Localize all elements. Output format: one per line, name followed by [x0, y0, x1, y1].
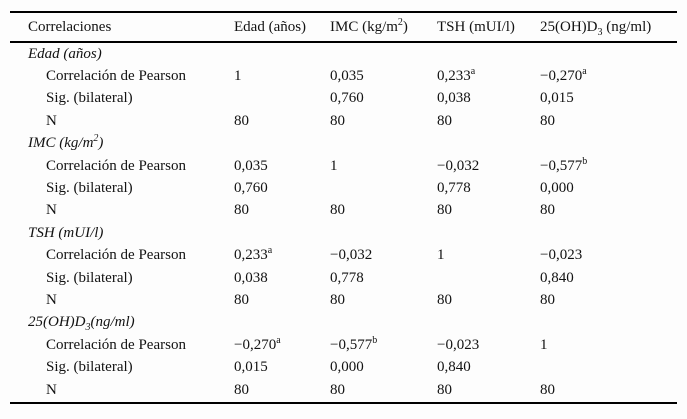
column-header-tsh: TSH (mUI/l) [437, 18, 515, 35]
cell-imc-edad: 0,760 [234, 180, 268, 197]
column-header-imc: IMC (kg/m2) [330, 16, 408, 35]
superscript-marker: a [470, 66, 476, 78]
superscript-marker: b [372, 334, 378, 346]
cell-25ohd3-imc: −0,577b [330, 334, 378, 353]
cell-25ohd3-edad: −0,270a [234, 334, 281, 353]
table-row: Correlación de Pearson 1 0,035 0,233a −0,270… [10, 65, 677, 87]
subscript-marker: 3 [597, 26, 603, 38]
superscript-marker: a [582, 66, 587, 78]
cell-25ohd3-imc: 0,000 [330, 359, 364, 376]
cell-tsh-25ohd3: 80 [540, 291, 555, 308]
cell-tsh-25ohd3: 0,840 [540, 269, 574, 286]
cell-edad-edad: 1 [234, 68, 242, 85]
cell-edad-25ohd3: −0,270a [540, 66, 587, 85]
cell-edad-tsh: 80 [437, 112, 452, 129]
column-header-edad: Edad (años) [234, 18, 307, 35]
cell-tsh-25ohd3: −0,023 [540, 247, 583, 264]
cell-edad-imc: 80 [330, 112, 345, 129]
row-label: Sig. (bilateral) [46, 90, 133, 107]
row-label: Sig. (bilateral) [46, 269, 133, 286]
row-label: N [46, 112, 57, 129]
cell-edad-imc: 0,035 [330, 68, 364, 85]
table-row: Sig. (bilateral) 0,038 0,778 0,840 [10, 267, 677, 289]
cell-tsh-imc: 80 [330, 291, 345, 308]
row-label: Correlación de Pearson [46, 247, 186, 264]
cell-tsh-edad: 0,233a [234, 245, 273, 264]
table-row: Sig. (bilateral) 0,760 0,778 0,000 [10, 177, 677, 199]
table-row: Correlación de Pearson −0,270a −0,577b −0,0… [10, 334, 677, 356]
cell-edad-imc: 0,760 [330, 90, 364, 107]
section-title-imc: IMC (kg/m2) [28, 133, 104, 152]
cell-tsh-tsh: 80 [437, 291, 452, 308]
row-label: Correlación de Pearson [46, 68, 186, 85]
cell-25ohd3-tsh: 80 [437, 381, 452, 398]
superscript-marker: 2 [397, 16, 403, 28]
table-row: Sig. (bilateral) 0,015 0,000 0,840 [10, 356, 677, 378]
table-row: N 80 80 80 80 [10, 289, 677, 311]
cell-25ohd3-tsh: −0,023 [437, 336, 480, 353]
cell-tsh-imc: 0,778 [330, 269, 364, 286]
section-row-edad: Edad (años) [10, 43, 677, 65]
section-title-edad: Edad (años) [28, 45, 102, 62]
section-title-tsh: TSH (mUI/l) [28, 224, 104, 241]
row-label: Correlación de Pearson [46, 157, 186, 174]
cell-imc-edad: 0,035 [234, 157, 268, 174]
table-row: N 80 80 80 80 [10, 379, 677, 401]
cell-imc-25ohd3: −0,577b [540, 155, 588, 174]
cell-edad-edad: 80 [234, 112, 249, 129]
cell-edad-25ohd3: 80 [540, 112, 555, 129]
cell-imc-imc: 1 [330, 157, 338, 174]
cell-tsh-tsh: 1 [437, 247, 445, 264]
cell-edad-tsh: 0,233a [437, 66, 476, 85]
table-row: Correlación de Pearson 0,035 1 −0,032 −0,577… [10, 155, 677, 177]
cell-25ohd3-tsh: 0,840 [437, 359, 471, 376]
superscript-marker: a [276, 334, 281, 346]
cell-imc-tsh: 80 [437, 202, 452, 219]
row-label: N [46, 291, 57, 308]
row-label: Sig. (bilateral) [46, 180, 133, 197]
table-row: N 80 80 80 80 [10, 200, 677, 222]
cell-tsh-edad: 0,038 [234, 269, 268, 286]
cell-tsh-imc: −0,032 [330, 247, 373, 264]
cell-25ohd3-imc: 80 [330, 381, 345, 398]
column-header-25ohd3: 25(OH)D3 (ng/ml) [540, 18, 652, 38]
row-label: Sig. (bilateral) [46, 359, 133, 376]
cell-edad-tsh: 0,038 [437, 90, 471, 107]
table-row: Sig. (bilateral) 0,760 0,038 0,015 [10, 88, 677, 110]
table-header-row: Correlaciones Edad (años) IMC (kg/m2) TSH (… [10, 11, 677, 43]
correlation-table: Correlaciones Edad (años) IMC (kg/m2) TSH (… [10, 11, 677, 405]
table-row: Correlación de Pearson 0,233a −0,032 1 −0,02… [10, 245, 677, 267]
cell-imc-25ohd3: 80 [540, 202, 555, 219]
superscript-marker: a [267, 245, 273, 257]
cell-imc-tsh: 0,778 [437, 180, 471, 197]
column-header-correlaciones: Correlaciones [28, 18, 112, 35]
cell-imc-imc: 80 [330, 202, 345, 219]
cell-25ohd3-edad: 0,015 [234, 359, 268, 376]
cell-25ohd3-25ohd3: 80 [540, 381, 555, 398]
section-row-imc: IMC (kg/m2) [10, 133, 677, 155]
cell-tsh-edad: 80 [234, 291, 249, 308]
superscript-marker: 2 [93, 133, 99, 145]
subscript-marker: 3 [85, 322, 91, 334]
section-row-25ohd3: 25(OH)D3(ng/ml) [10, 312, 677, 334]
cell-imc-edad: 80 [234, 202, 249, 219]
table-body: Edad (años) Correlación de Pearson 1 0,035 0… [10, 43, 677, 405]
section-row-tsh: TSH (mUI/l) [10, 222, 677, 244]
row-label: N [46, 202, 57, 219]
cell-imc-tsh: −0,032 [437, 157, 480, 174]
cell-25ohd3-edad: 80 [234, 381, 249, 398]
superscript-marker: b [582, 155, 588, 167]
table-row: N 80 80 80 80 [10, 110, 677, 132]
cell-25ohd3-25ohd3: 1 [540, 336, 548, 353]
section-title-25ohd3: 25(OH)D3(ng/ml) [28, 314, 135, 334]
cell-imc-25ohd3: 0,000 [540, 180, 574, 197]
row-label: N [46, 381, 57, 398]
row-label: Correlación de Pearson [46, 336, 186, 353]
cell-edad-25ohd3: 0,015 [540, 90, 574, 107]
